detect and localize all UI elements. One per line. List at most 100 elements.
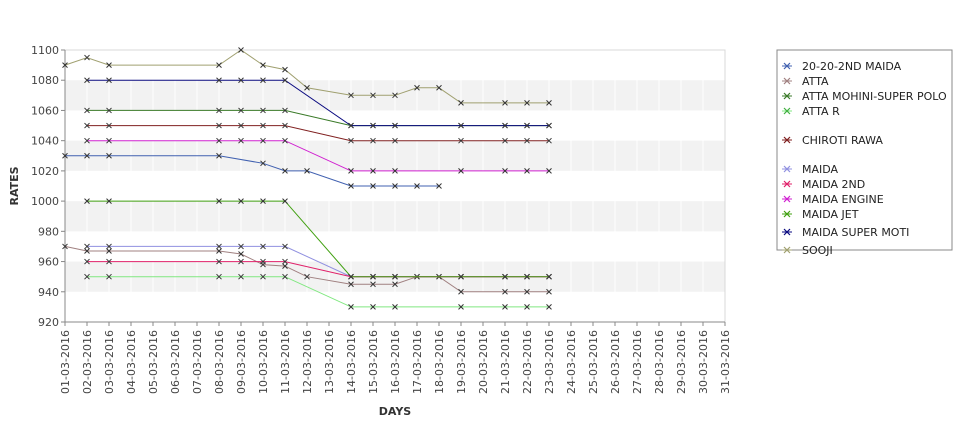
x-axis-title: DAYS (379, 405, 412, 418)
y-axis: 920 940 960 980 1000 1020 1040 1060 1080 1100 (31, 44, 66, 329)
x-tick-label: 20-03-2016 (477, 330, 490, 394)
data-point (348, 183, 354, 189)
x-tick-label: 14-03-2016 (345, 330, 358, 394)
data-point (106, 273, 112, 280)
x-tick-label: 09-03-2016 (235, 330, 248, 394)
data-point (84, 243, 90, 250)
data-point (260, 273, 266, 280)
series-2 (84, 107, 552, 129)
x-axis: 01-03-2016 02-03-2016 03-03-2016 04-03-2016… (59, 321, 732, 394)
data-point (84, 107, 90, 114)
data-point (260, 243, 266, 250)
data-point (304, 273, 310, 280)
data-point (370, 183, 376, 189)
data-point (106, 248, 112, 254)
data-point (62, 62, 68, 68)
data-point (238, 198, 244, 204)
data-point (502, 137, 508, 144)
data-point (458, 273, 464, 280)
y-tick-label: 1080 (31, 74, 59, 87)
series-4 (84, 122, 552, 144)
legend-item: ATTA R (782, 105, 840, 118)
data-point (84, 273, 90, 280)
legend-label: MAIDA 2ND (802, 178, 865, 191)
data-point (392, 92, 398, 99)
data-point (238, 243, 244, 250)
legend-label: MAIDA JET (802, 208, 859, 221)
data-point (348, 281, 354, 288)
data-point (106, 107, 112, 114)
data-point (370, 137, 376, 144)
legend-item: MAIDA JET (782, 208, 859, 221)
data-point (392, 168, 398, 174)
data-point (436, 84, 442, 91)
data-point (260, 107, 266, 114)
series-line (87, 109, 549, 127)
data-point (502, 168, 508, 174)
legend-item: 20-20-2ND MAIDA (782, 60, 902, 73)
data-point (282, 273, 288, 280)
data-point (348, 122, 354, 129)
data-point (216, 152, 222, 159)
data-point (348, 168, 354, 174)
data-point (282, 66, 288, 73)
legend: 20-20-2ND MAIDA ATTA ATTA MOHINI-SUPER POL… (776, 49, 953, 257)
x-tick-label: 26-03-2016 (609, 330, 622, 394)
data-point (260, 198, 266, 204)
x-tick-label: 22-03-2016 (521, 330, 534, 394)
data-point (392, 281, 398, 288)
data-point (282, 263, 288, 269)
data-point (106, 77, 112, 84)
data-point (546, 100, 552, 106)
legend-label: 20-20-2ND MAIDA (802, 60, 902, 73)
data-point (458, 168, 464, 174)
x-tick-label: 18-03-2016 (433, 330, 446, 394)
data-point (282, 258, 288, 265)
data-point (546, 273, 552, 280)
data-point (502, 273, 508, 280)
data-point (260, 258, 266, 265)
legend-item: MAIDA (782, 163, 839, 176)
data-point (414, 84, 420, 91)
series-line (65, 155, 439, 187)
data-point (392, 183, 398, 189)
data-point (216, 198, 222, 204)
data-point (392, 273, 398, 280)
x-tick-label: 25-03-2016 (587, 330, 600, 394)
x-tick-label: 12-03-2016 (301, 330, 314, 394)
x-tick-label: 04-03-2016 (125, 330, 138, 394)
data-point (546, 122, 552, 129)
data-point (260, 62, 266, 68)
data-point (502, 288, 508, 295)
data-point (458, 288, 464, 295)
data-point (524, 122, 530, 129)
series-8 (84, 198, 552, 280)
legend-box (776, 49, 953, 251)
series-3 (84, 273, 552, 310)
data-point (106, 122, 112, 129)
series-layer (62, 47, 552, 310)
data-point (392, 304, 398, 310)
y-tick-label: 1000 (31, 195, 59, 208)
data-point (370, 273, 376, 280)
data-point (524, 100, 530, 106)
data-point (238, 273, 244, 280)
legend-item: ATTA MOHINI-SUPER POLO (782, 90, 947, 103)
data-point (106, 198, 112, 204)
legend-label: MAIDA SUPER MOTI (802, 226, 909, 239)
data-point (216, 122, 222, 129)
y-tick-label: 1100 (31, 44, 59, 57)
x-tick-label: 06-03-2016 (169, 330, 182, 394)
data-point (370, 122, 376, 129)
legend-label: MAIDA (802, 163, 839, 176)
data-point (84, 122, 90, 129)
data-point (348, 273, 354, 280)
data-point (216, 248, 222, 254)
data-point (282, 168, 288, 174)
x-tick-label: 23-03-2016 (543, 330, 556, 394)
data-point (106, 62, 112, 68)
x-tick-label: 15-03-2016 (367, 330, 380, 394)
y-tick-label: 1020 (31, 165, 59, 178)
data-point (348, 92, 354, 99)
